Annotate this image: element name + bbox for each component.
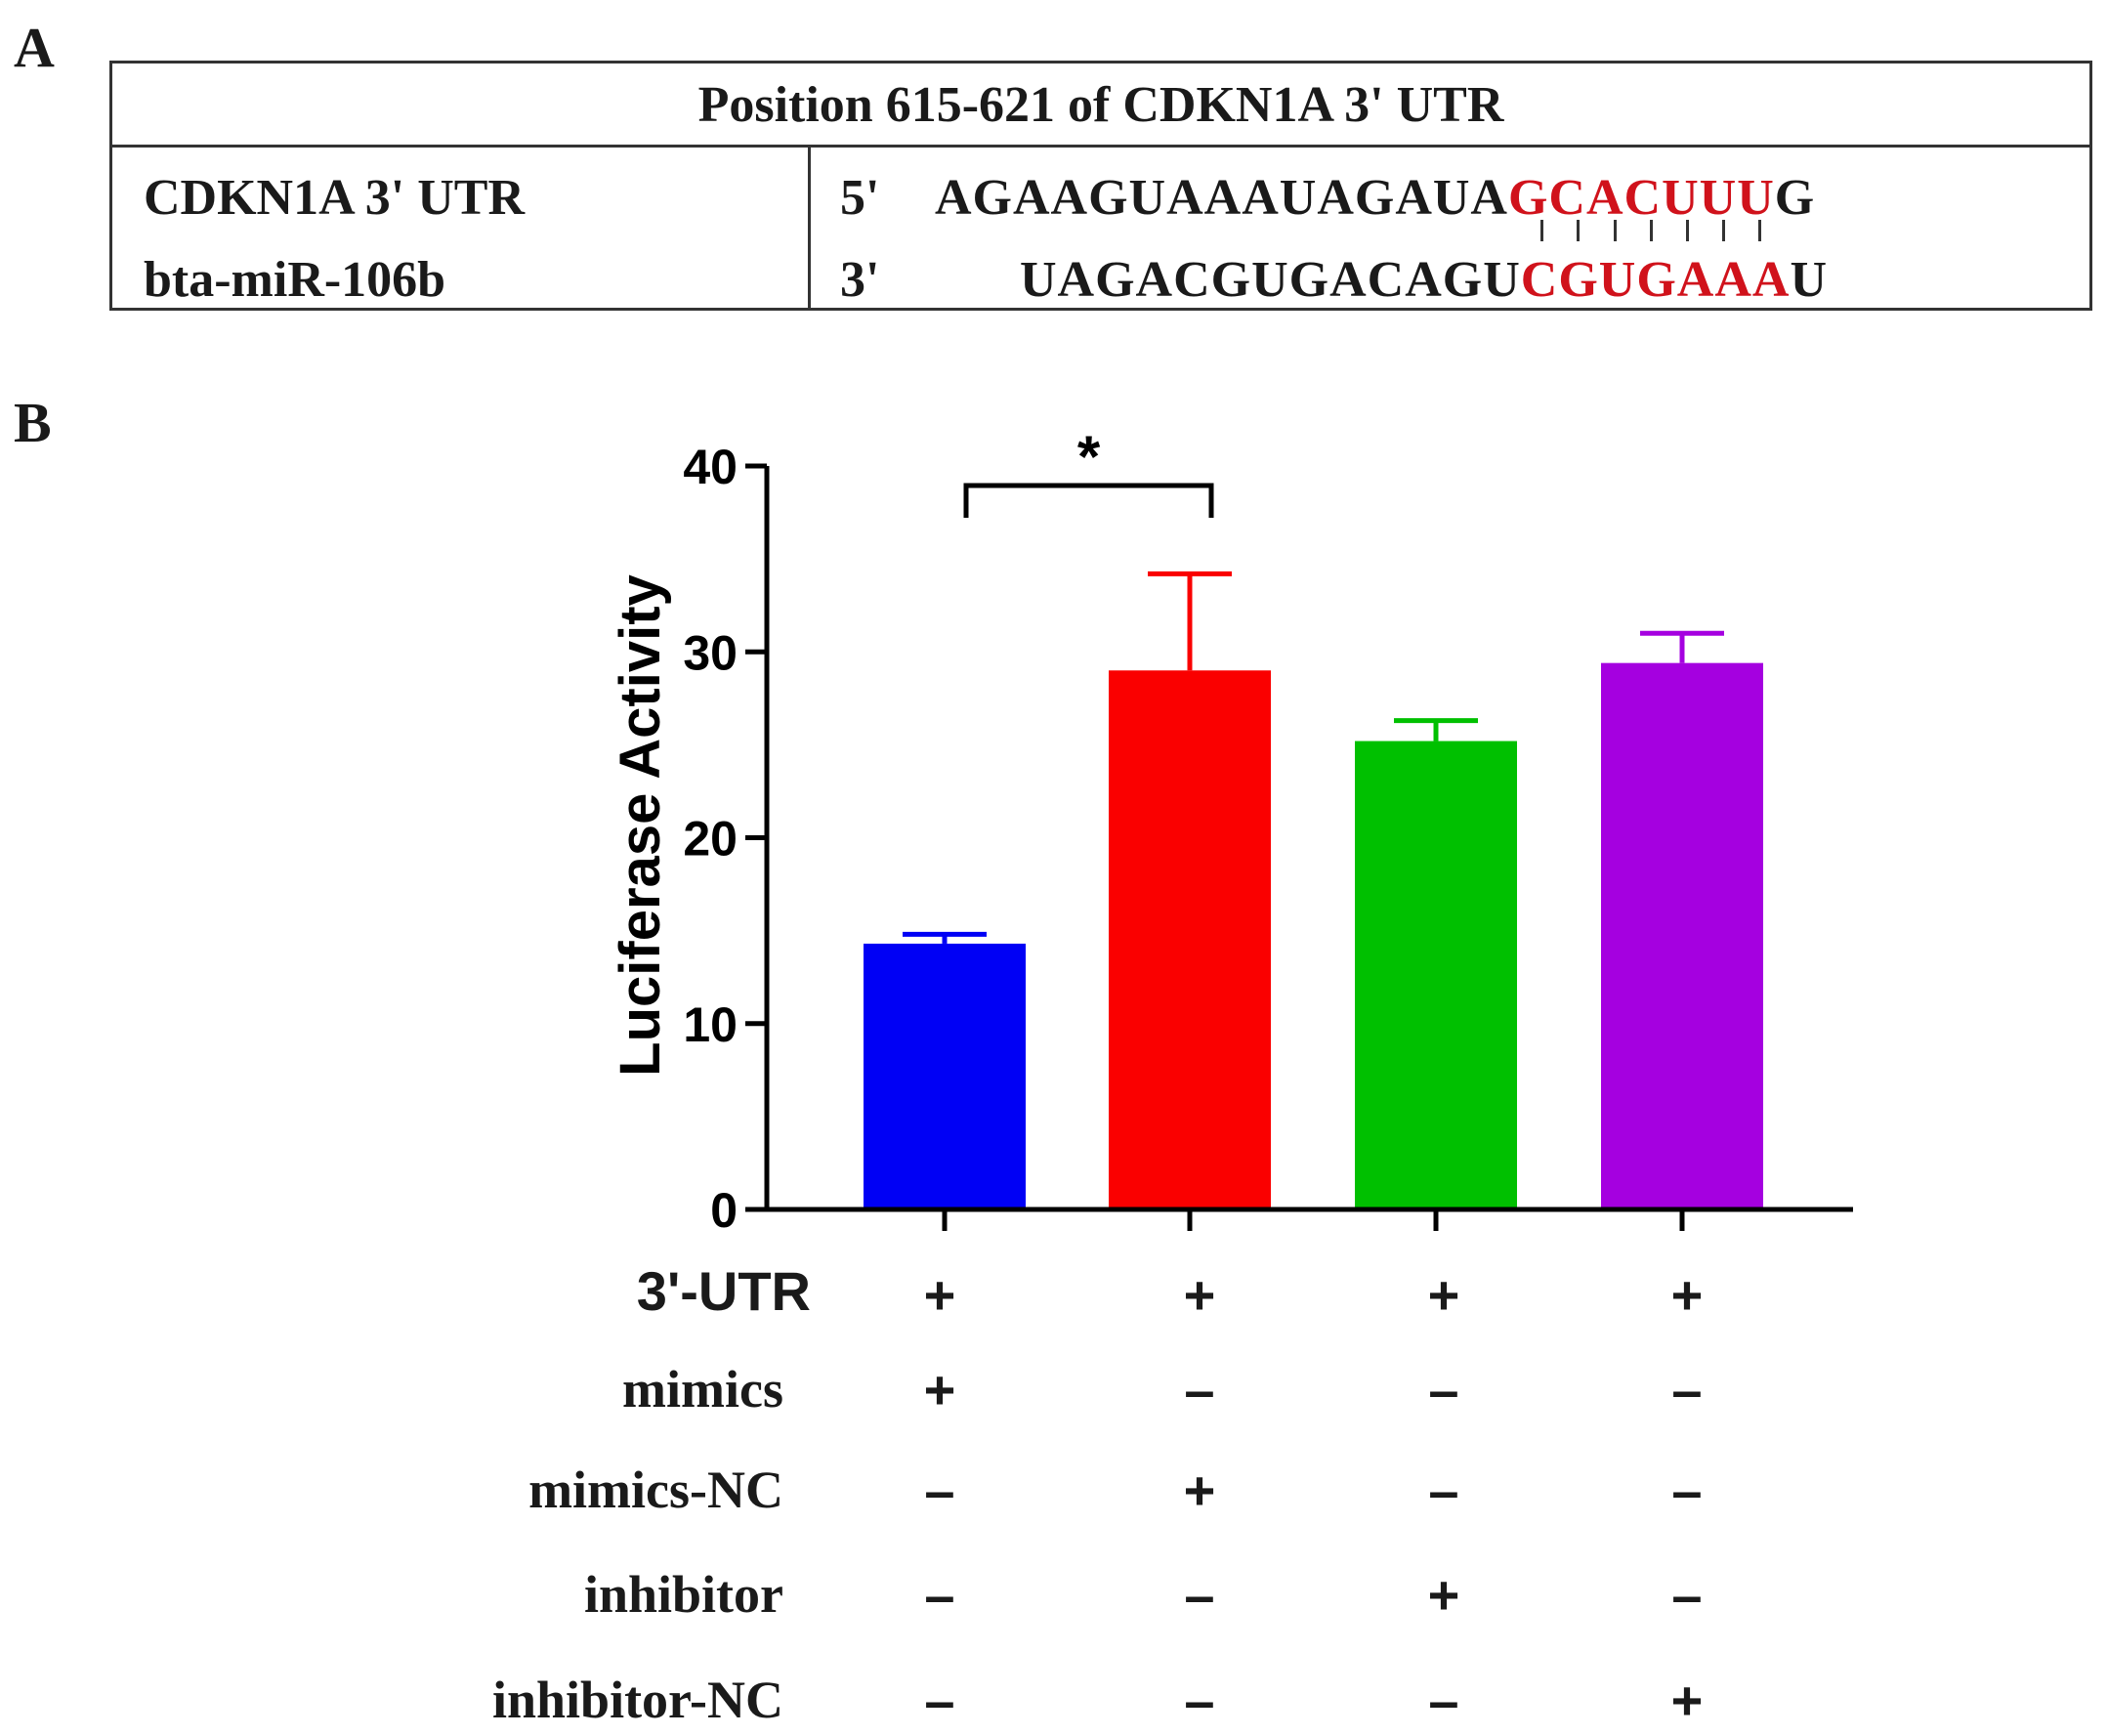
condition-label-1: 3'-UTR	[636, 1260, 811, 1322]
condition-mark-r4-c4: –	[1671, 1564, 1703, 1626]
base-pair-line-3	[1613, 220, 1617, 241]
condition-label-2: mimics	[622, 1360, 783, 1418]
sequence-target-unpaired-5: AGAAGUAAAUAGAUA	[935, 170, 1508, 226]
condition-label-3: mimics-NC	[528, 1461, 783, 1519]
condition-label-4: inhibitor	[583, 1565, 783, 1624]
y-tick-label-10: 10	[683, 997, 738, 1052]
condition-mark-r5-c3: –	[1428, 1670, 1459, 1731]
condition-mark-r3-c1: –	[924, 1460, 955, 1521]
condition-mark-r4-c3: +	[1427, 1564, 1460, 1626]
condition-mark-r1-c2: +	[1183, 1264, 1216, 1326]
luciferase-bar-chart: 0 10 20 30 40 * Luciferase Activity	[609, 424, 1853, 1238]
condition-mark-r1-c3: +	[1427, 1264, 1460, 1326]
condition-mark-r3-c4: –	[1671, 1460, 1703, 1521]
condition-mark-r3-c3: –	[1428, 1460, 1459, 1521]
significance-star-1: *	[1077, 424, 1101, 489]
y-tick-label-20: 20	[683, 812, 738, 867]
sequence-alignment-table: Position 615-621 of CDKN1A 3' UTR CDKN1A…	[109, 61, 2092, 311]
condition-mark-r5-c1: –	[924, 1670, 955, 1731]
condition-mark-r4-c2: –	[1184, 1564, 1215, 1626]
sequence-target-unpaired-3: G	[1774, 170, 1816, 226]
condition-mark-r2-c3: –	[1428, 1359, 1459, 1420]
base-pair-line-4	[1649, 220, 1653, 241]
condition-mark-r1-c1: +	[923, 1264, 956, 1326]
strand-mirna: 3'	[840, 252, 880, 308]
row-name-target: CDKN1A 3' UTR	[144, 170, 526, 226]
base-pair-line-6	[1722, 220, 1726, 241]
table-title: Position 615-621 of CDKN1A 3' UTR	[112, 64, 2089, 148]
base-pair-line-7	[1758, 220, 1762, 241]
significance-bracket-1	[963, 483, 1214, 518]
sequence-mirna-unpaired-3: UAGACGUGACAGU	[1020, 252, 1521, 308]
condition-label-5: inhibitor-NC	[491, 1671, 783, 1729]
sequence-mirna: UAGACGUGACAGUCGUGAAAU	[1020, 255, 1828, 306]
bar-1	[864, 943, 1026, 1209]
table-column-divider	[808, 148, 811, 311]
sequence-mirna-seed: CGUGAAA	[1520, 252, 1791, 308]
row-name-mirna: bta-miR-106b	[144, 252, 446, 308]
condition-mark-r2-c1: +	[923, 1359, 956, 1420]
condition-mark-r3-c2: +	[1183, 1460, 1216, 1521]
panel-a-label: A	[14, 16, 55, 79]
y-axis-title: Luciferase Activity	[609, 574, 672, 1077]
base-pair-line-1	[1540, 220, 1544, 241]
y-tick-label-40: 40	[683, 440, 738, 494]
base-pair-line-2	[1577, 220, 1581, 241]
bar-3	[1355, 741, 1517, 1209]
condition-mark-r5-c4: +	[1670, 1670, 1704, 1731]
condition-mark-r2-c2: –	[1184, 1359, 1215, 1420]
sequence-mirna-unpaired-5: U	[1790, 252, 1828, 308]
y-tick-label-30: 30	[683, 625, 738, 680]
condition-mark-r1-c4: +	[1670, 1264, 1704, 1326]
condition-mark-r4-c1: –	[924, 1564, 955, 1626]
panel-b-label: B	[14, 391, 52, 454]
sequence-target: AGAAGUAAAUAGAUAGCACUUUG	[935, 173, 1815, 224]
strand-target: 5'	[840, 170, 880, 226]
condition-mark-r5-c2: –	[1184, 1670, 1215, 1731]
bar-4	[1601, 662, 1763, 1209]
condition-mark-r2-c4: –	[1671, 1359, 1703, 1420]
sequence-target-seed: GCACUUU	[1507, 170, 1775, 226]
y-tick-label-0: 0	[710, 1183, 738, 1238]
base-pair-line-5	[1685, 220, 1689, 241]
bar-2	[1109, 670, 1271, 1209]
